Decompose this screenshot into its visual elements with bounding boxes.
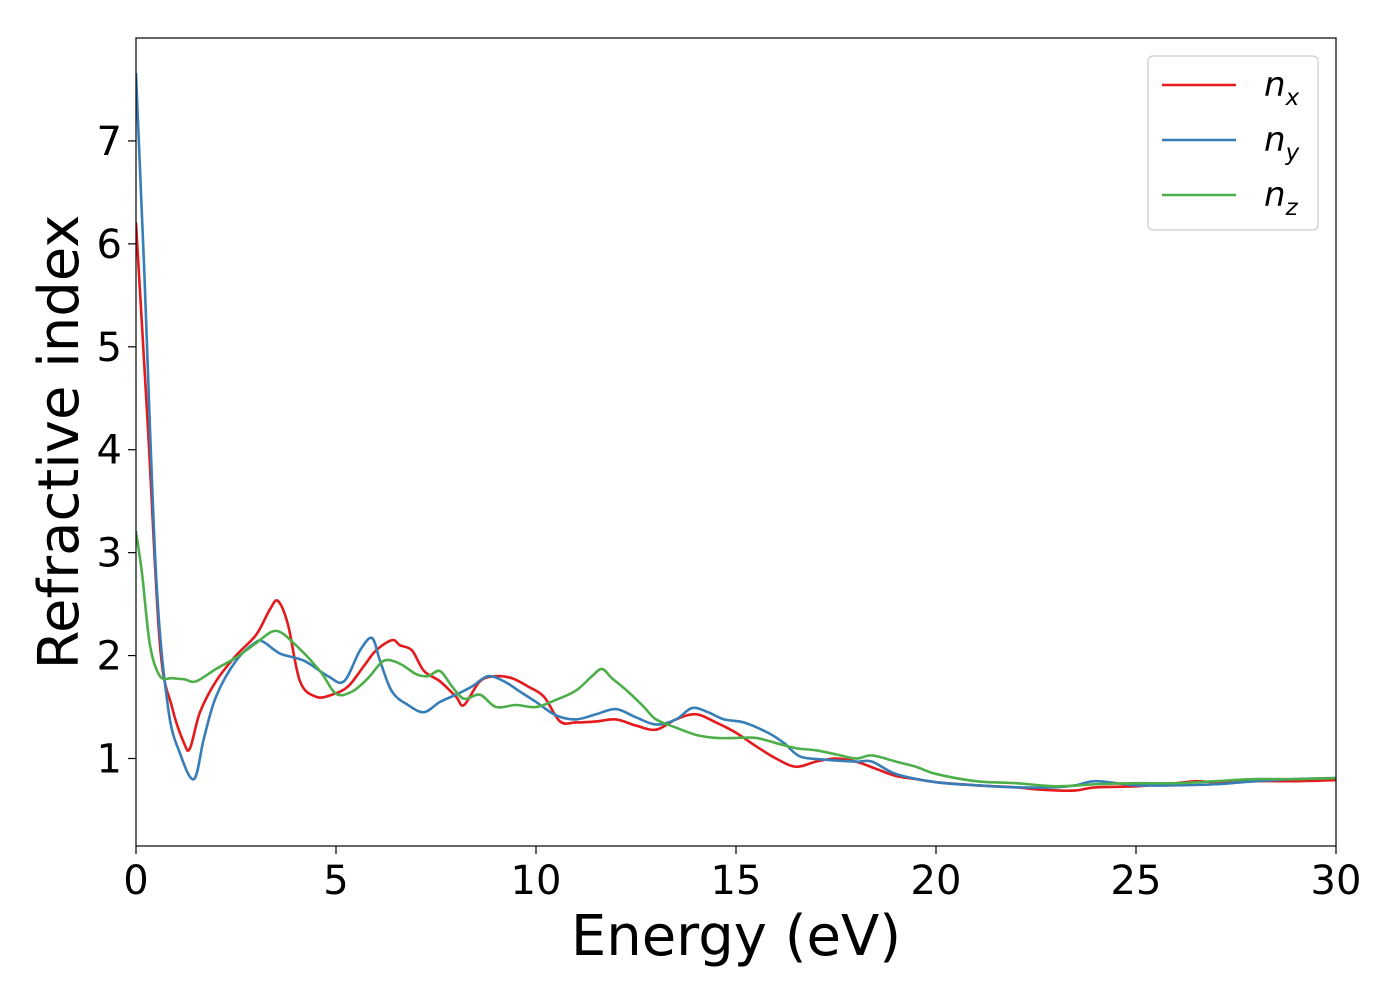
y-axis-title: Refractive index xyxy=(27,215,92,670)
x-tick-label: 5 xyxy=(323,858,348,904)
legend-box xyxy=(1147,55,1319,231)
y-tick-label: 3 xyxy=(97,531,122,577)
y-tick-label: 6 xyxy=(97,222,122,268)
series-layer xyxy=(136,72,1336,792)
x-tick-label: 20 xyxy=(911,858,962,904)
legend: nx ny nz xyxy=(1147,55,1319,231)
y-tick-label: 1 xyxy=(97,737,122,783)
x-axis-title: Energy (eV) xyxy=(571,904,901,969)
series-line-n-z xyxy=(136,530,1336,788)
legend-label-n-y: ny xyxy=(1264,120,1300,166)
x-tick-label: 0 xyxy=(123,858,148,904)
x-tick-label: 30 xyxy=(1311,858,1362,904)
y-tick-label: 5 xyxy=(97,325,122,371)
y-axis-ticks: 1 2 3 4 5 6 7 xyxy=(97,119,136,783)
legend-label-n-x: nx xyxy=(1264,65,1300,111)
x-tick-label: 10 xyxy=(511,858,562,904)
y-tick-label: 2 xyxy=(97,634,122,680)
y-tick-label: 7 xyxy=(97,119,122,165)
series-line-n-y xyxy=(136,72,1336,789)
x-axis-ticks: 0 5 10 15 20 25 30 xyxy=(123,846,1361,904)
series-line-n-x xyxy=(136,221,1336,792)
y-tick-label: 4 xyxy=(97,428,122,474)
legend-label-n-z: nz xyxy=(1264,175,1299,221)
x-tick-label: 15 xyxy=(711,858,762,904)
x-tick-label: 25 xyxy=(1111,858,1162,904)
